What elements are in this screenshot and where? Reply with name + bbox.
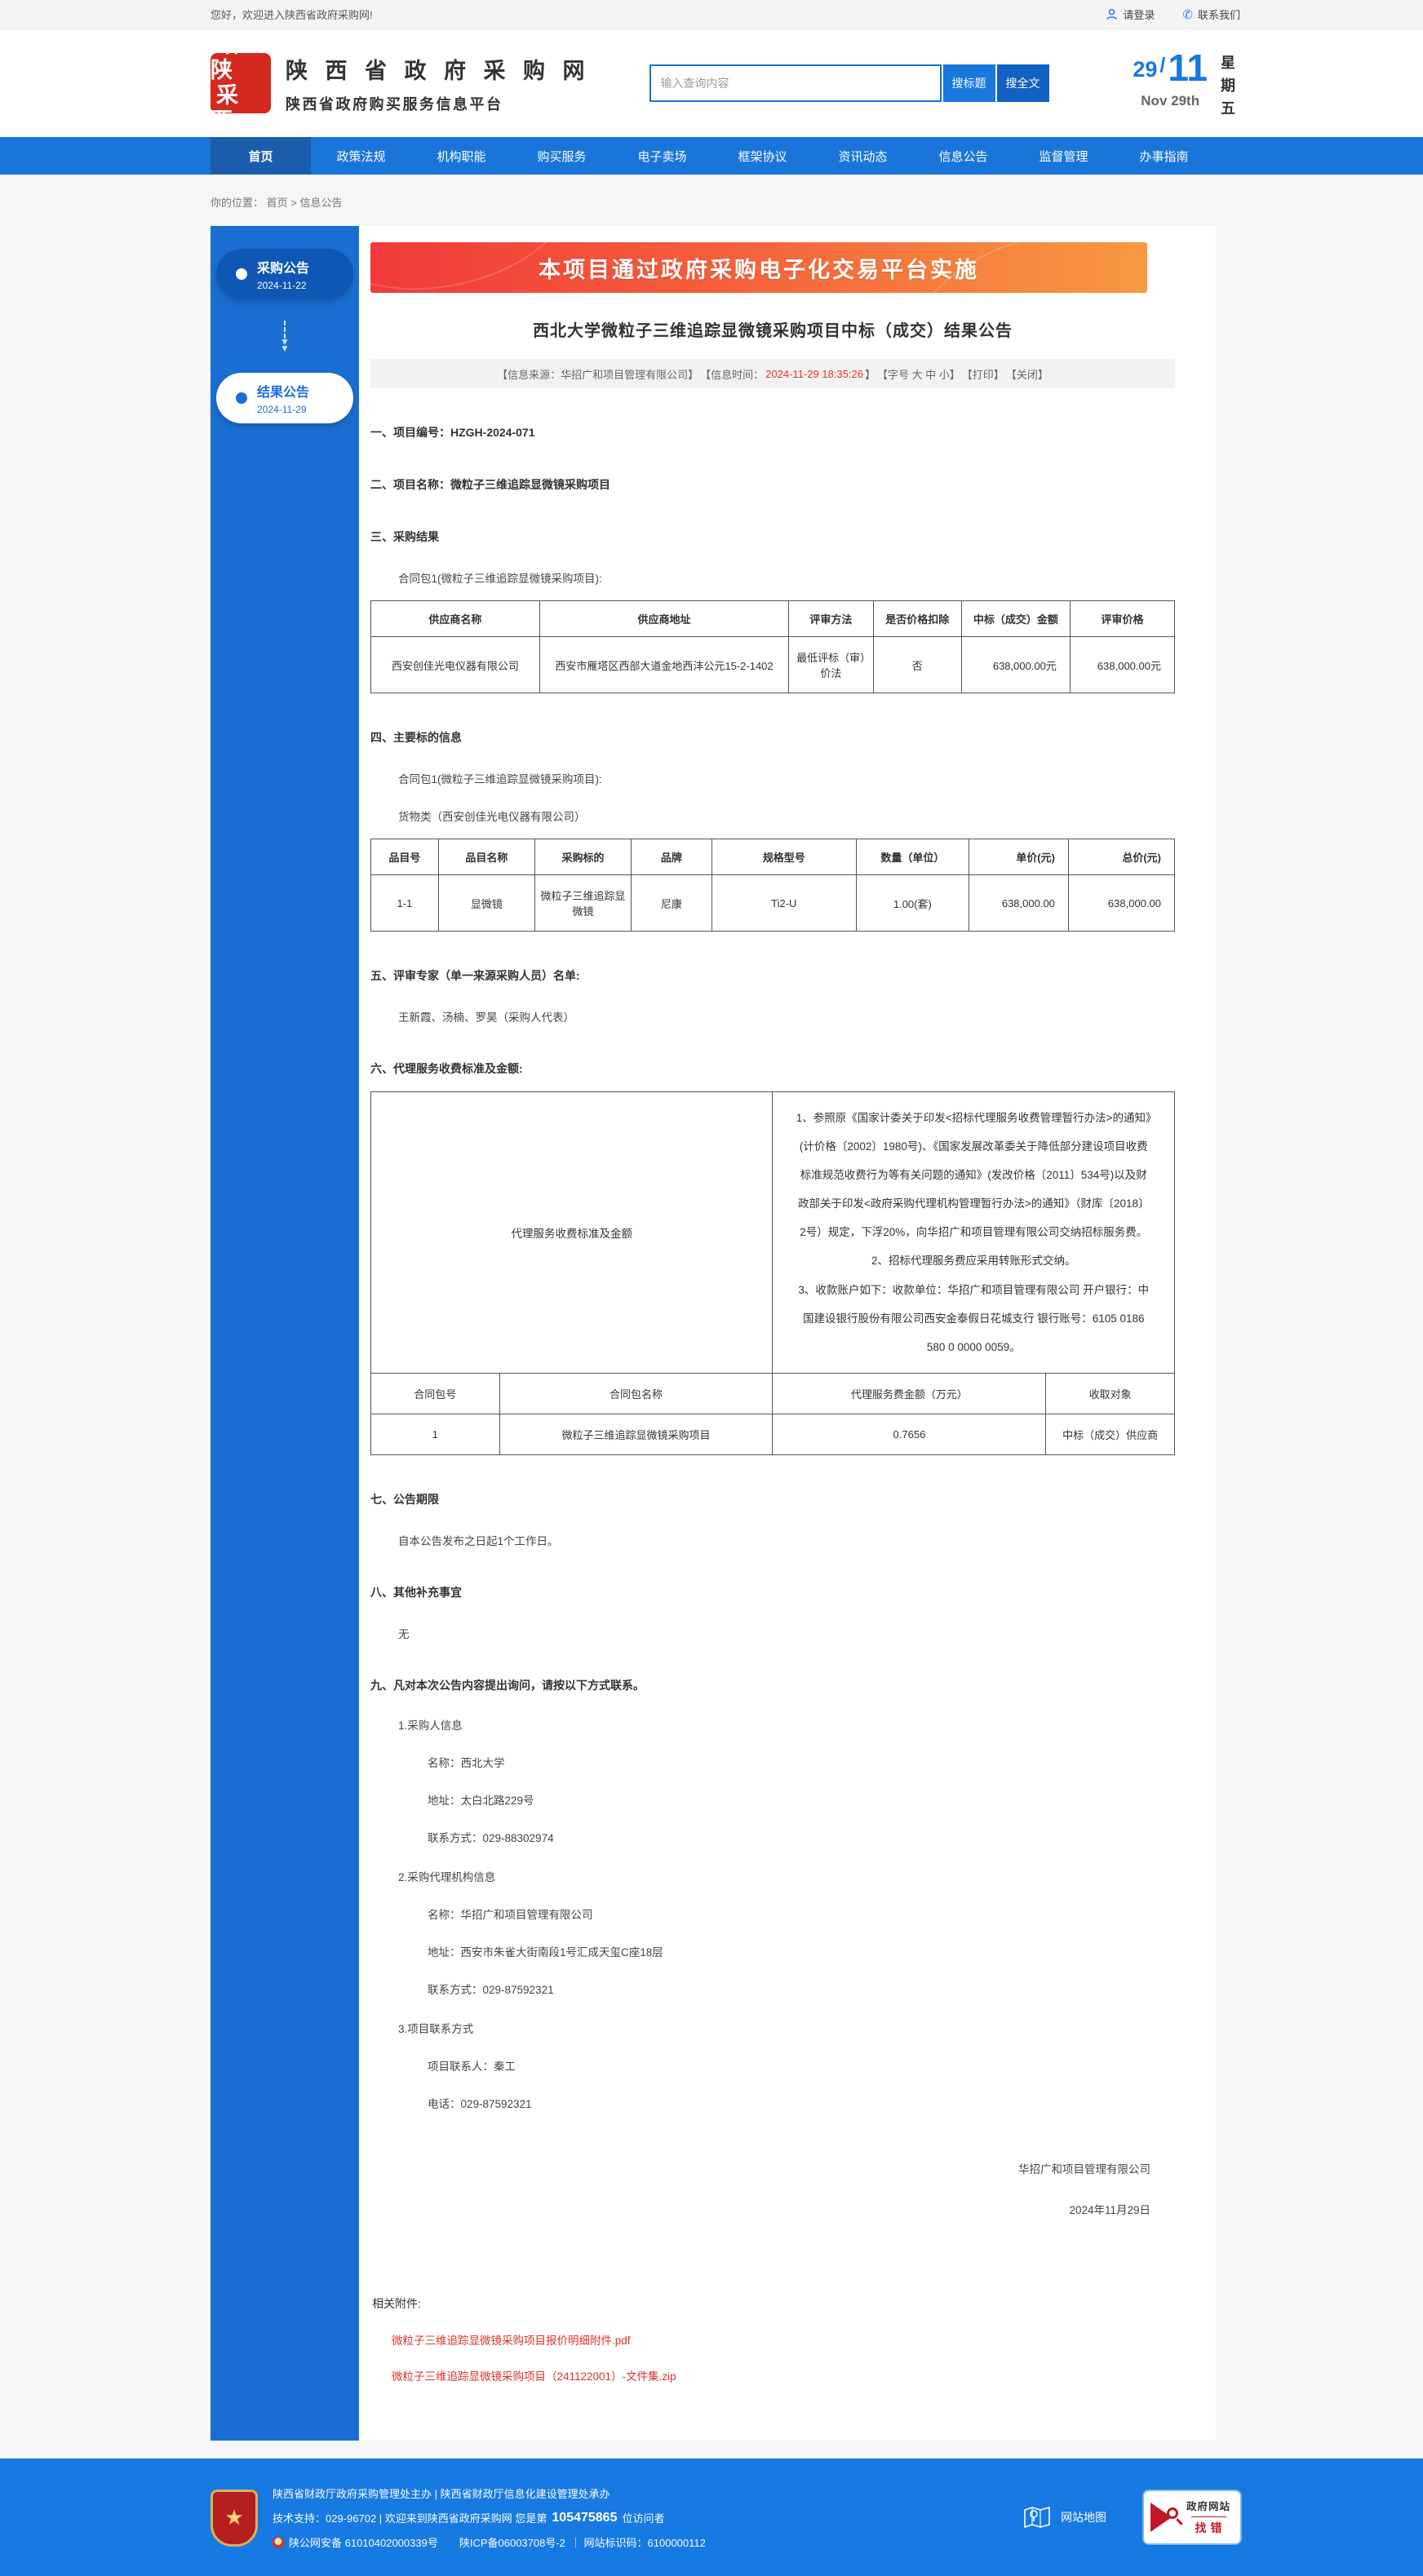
result-table: 供应商名称 供应商地址 评审方法 是否价格扣除 中标（成交）金额 评审价格 西安…	[370, 600, 1176, 693]
step-dot-icon	[236, 392, 247, 404]
section-8-heading: 八、其他补充事宜	[370, 1585, 462, 1599]
close-button[interactable]: 【关闭】	[1005, 368, 1048, 381]
nav-item-guide[interactable]: 办事指南	[1139, 149, 1189, 164]
table-row: 1 微粒子三维追踪显微镜采购项目 0.7656 中标（成交）供应商	[370, 1413, 1175, 1455]
step-dot-icon	[236, 268, 247, 280]
article: 本项目通过政府采购电子化交易平台实施 西北大学微粒子三维追踪显微镜采购项目中标（…	[359, 226, 1216, 2441]
breadcrumb-home-link[interactable]: 首页	[266, 197, 288, 209]
agency-info-group: 2.采购代理机构信息	[398, 1870, 496, 1883]
search-fulltext-button[interactable]: 搜全文	[996, 64, 1049, 102]
beian-psb-link[interactable]: 陕公网安备 61010402000339号	[289, 2537, 438, 2550]
nav-item-news[interactable]: 资讯动态	[838, 149, 888, 164]
footer-beian-line: 陕公网安备 61010402000339号 陕ICP备06003708号-2 ｜…	[273, 2534, 706, 2550]
sidebar-step-result-notice[interactable]: 结果公告 2024-11-29	[216, 373, 353, 423]
site-header: 政陕 采西 陕 西 省 政 府 采 购 网 陕西省政府购买服务信息平台 搜标题 …	[0, 29, 1423, 137]
nav-item-framework[interactable]: 框架协议	[738, 149, 787, 164]
items-table: 品目号 品目名称 采购标的 品牌 规格型号 数量（单位） 单价(元) 总价(元)…	[370, 839, 1176, 932]
public-security-badge-icon	[273, 2536, 284, 2548]
search-input[interactable]	[649, 64, 942, 102]
category-line: 货物类（西安创佳光电仪器有限公司）	[398, 811, 586, 823]
visitor-count: 105475865	[552, 2510, 618, 2525]
site-title: 陕 西 省 政 府 采 购 网	[286, 58, 591, 83]
gov-site-error-report-badge[interactable]: 政府网站 找错	[1144, 2490, 1240, 2543]
nav-item-announcements[interactable]: 信息公告	[938, 149, 988, 164]
platform-banner: 本项目通过政府采购电子化交易平台实施	[370, 242, 1147, 293]
fee-label: 代理服务收费标准及金额	[370, 1091, 774, 1374]
breadcrumb-current-link[interactable]: 信息公告	[299, 197, 343, 209]
process-sidebar: 采购公告 2024-11-22 ▼ ▼ 结果公告 2024-11-29	[211, 226, 359, 2441]
print-button[interactable]: 【打印】	[961, 368, 1004, 381]
table-row: 西安创佳光电仪器有限公司 西安市雁塔区西部大道金地西沣公元15-2-1402 最…	[370, 636, 1176, 693]
section-2-heading: 二、项目名称：微粒子三维追踪显微镜采购项目	[370, 478, 610, 491]
expert-names: 王新霞、汤楠、罗昊（采购人代表）	[398, 1011, 574, 1024]
package-line: 合同包1(微粒子三维追踪显微镜采购项目):	[398, 773, 602, 786]
beian-icp-link[interactable]: 陕ICP备06003708号-2	[459, 2537, 565, 2550]
search-title-button[interactable]: 搜标题	[942, 64, 995, 102]
footer-organizer-line: 陕西省财政厅政府采购管理处主办 | 陕西省财政厅信息化建设管理处承办	[273, 2488, 610, 2501]
nav-item-supervision[interactable]: 监督管理	[1039, 149, 1088, 164]
map-icon	[1024, 2506, 1050, 2528]
nav-item-e-mall[interactable]: 电子卖场	[637, 149, 687, 164]
font-size-controls[interactable]: 【字号 大 中 小】	[876, 368, 960, 381]
attachments-label: 相关附件:	[372, 2296, 421, 2310]
fee-terms: 1、参照原《国家计委关于印发<招标代理服务收费管理暂行办法>的通知》(计价格〔2…	[772, 1091, 1175, 1374]
arrow-down-icon: ▼ ▼	[211, 321, 359, 353]
phone-icon: ✆	[1182, 7, 1193, 22]
project-contact-group: 3.项目联系方式	[398, 2022, 474, 2035]
date-widget: 29 / 11 Nov 29th 星期五	[1133, 46, 1240, 121]
error-report-magnifier-icon	[1150, 2501, 1178, 2534]
section-9-heading: 九、凡对本次公告内容提出询问，请按以下方式联系。	[370, 1678, 645, 1692]
footer-support-line: 技术支持：029-96702 | 欢迎来到陕西省政府采购网 您是第 105475…	[273, 2510, 665, 2525]
section-7-heading: 七、公告期限	[370, 1492, 439, 1506]
info-time: 2024-11-29 18:35:26	[765, 367, 863, 380]
signature-block: 华招广和项目管理有限公司 2024年11月29日	[1018, 2162, 1150, 2216]
attachment-pdf-link[interactable]: 微粒子三维追踪显微镜采购项目报价明细附件.pdf	[392, 2334, 631, 2347]
site-logo: 政陕 采西	[211, 33, 271, 133]
welcome-text: 您好，欢迎进入陕西省政府采购网!	[211, 9, 373, 21]
fee-table: 代理服务收费标准及金额 1、参照原《国家计委关于印发<招标代理服务收费管理暂行办…	[370, 1091, 1175, 1455]
package-line: 合同包1(微粒子三维追踪显微镜采购项目):	[398, 573, 602, 585]
table-row: 1-1 显微镜 微粒子三维追踪显微镜 尼康 Ti2-U 1.00(套) 638,…	[370, 874, 1176, 932]
section-4-heading: 四、主要标的信息	[370, 731, 462, 744]
section-1-heading: 一、项目编号：HZGH-2024-071	[370, 426, 535, 439]
main-nav: 首页 政策法规 机构职能 购买服务 电子卖场 框架协议 资讯动态 信息公告 监督…	[0, 137, 1423, 175]
nav-item-home[interactable]: 首页	[211, 137, 311, 175]
login-link[interactable]: 请登录	[1106, 7, 1155, 22]
weekday-label: 星期五	[1221, 55, 1235, 117]
top-utility-bar: 您好，欢迎进入陕西省政府采购网! 请登录 ✆ 联系我们	[0, 0, 1423, 29]
section-6-heading: 六、代理服务收费标准及金额:	[370, 1062, 523, 1075]
search-bar: 搜标题 搜全文	[649, 64, 1049, 102]
buyer-info-group: 1.采购人信息	[398, 1719, 463, 1732]
article-meta-bar: 【信息来源：华招广和项目管理有限公司】 【信息时间： 2024-11-29 18…	[370, 359, 1175, 388]
person-icon	[1106, 8, 1118, 20]
nav-item-functions[interactable]: 机构职能	[437, 149, 486, 164]
nav-item-policy[interactable]: 政策法规	[336, 149, 386, 164]
site-subtitle: 陕西省政府购买服务信息平台	[286, 95, 503, 113]
nav-item-purchase-service[interactable]: 购买服务	[537, 149, 587, 164]
attachment-zip-link[interactable]: 微粒子三维追踪显微镜采购项目（241122001）-文件集.zip	[392, 2370, 676, 2383]
article-title: 西北大学微粒子三维追踪显微镜采购项目中标（成交）结果公告	[533, 322, 1013, 340]
gov-badge-icon: ★	[211, 2489, 258, 2547]
info-source: 【信息来源：华招广和项目管理有限公司】	[497, 368, 699, 381]
site-footer: ★ 陕西省财政厅政府采购管理处主办 | 陕西省财政厅信息化建设管理处承办 技术支…	[0, 2458, 1423, 2576]
breadcrumb: 你的位置： 首页 > 信息公告	[211, 197, 343, 209]
contact-us-link[interactable]: ✆ 联系我们	[1182, 7, 1240, 22]
sidebar-step-procurement-notice[interactable]: 采购公告 2024-11-22	[216, 249, 353, 299]
sitemap-link[interactable]: 网站地图	[1023, 2505, 1106, 2530]
section-5-heading: 五、评审专家（单一来源采购人员）名单:	[370, 969, 580, 982]
section-3-heading: 三、采购结果	[370, 530, 439, 543]
